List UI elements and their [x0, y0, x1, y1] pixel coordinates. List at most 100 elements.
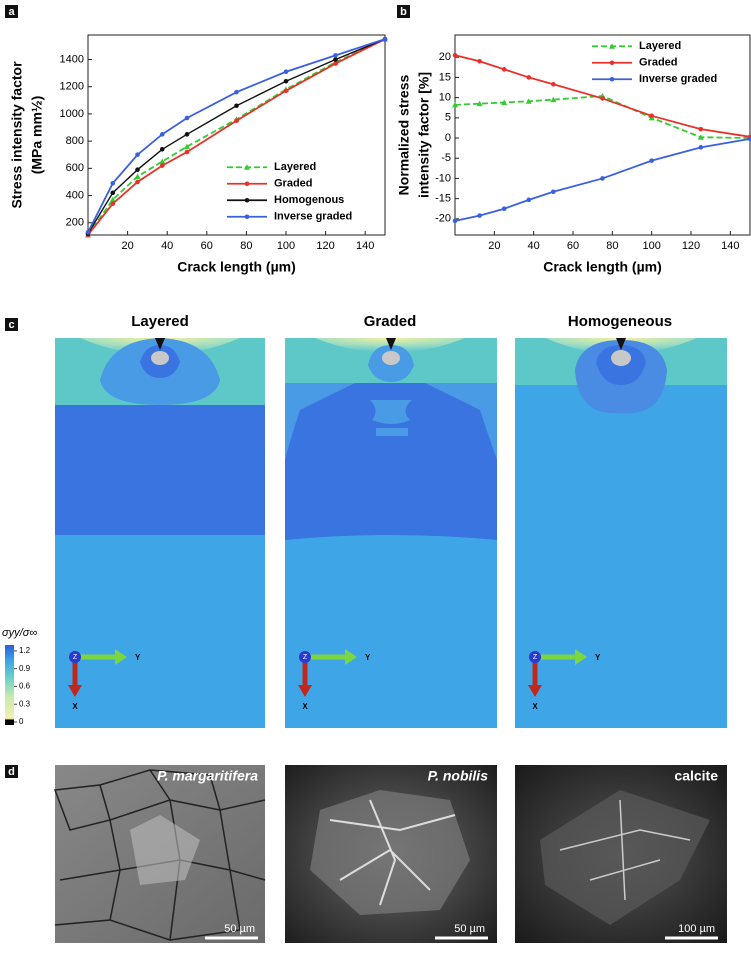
- axis-x-head: [298, 685, 312, 697]
- fem-layered: [55, 338, 265, 728]
- marker: [283, 78, 289, 84]
- y-tick-label: -15: [435, 193, 451, 205]
- y-tick-label: 20: [439, 51, 451, 63]
- marker: [747, 136, 751, 142]
- marker: [501, 67, 507, 72]
- x-tick-label: 20: [488, 240, 500, 252]
- axis-z-label: Z: [303, 654, 308, 661]
- axis-x-label: X: [72, 702, 78, 711]
- y-tick-label: 600: [66, 162, 84, 174]
- panel-letter: c: [8, 319, 14, 331]
- x-tick-label: 40: [161, 240, 173, 252]
- y-tick-label: -10: [435, 172, 451, 184]
- axis-z-label: Z: [533, 654, 538, 661]
- colorbar-tick-label: 0.3: [19, 699, 31, 708]
- legend-label: Homogenous: [274, 194, 344, 206]
- marker: [234, 118, 239, 124]
- marker: [234, 89, 239, 95]
- marker: [333, 53, 338, 58]
- image-title: calcite: [674, 768, 718, 784]
- marker: [159, 163, 165, 168]
- legend-marker: [244, 214, 250, 220]
- image-title: P. margaritifera: [157, 768, 258, 784]
- series-line: [454, 95, 751, 139]
- marker: [110, 180, 116, 186]
- plot-frame: [454, 34, 751, 236]
- marker: [135, 152, 140, 158]
- marker: [551, 189, 556, 195]
- x-tick-label: 80: [240, 240, 252, 252]
- fem-homogeneous: [515, 338, 727, 728]
- y-tick-label: 15: [439, 71, 451, 83]
- marker: [184, 115, 190, 121]
- marker: [698, 145, 704, 150]
- legend-label: Layered: [274, 161, 316, 173]
- marker: [382, 36, 388, 42]
- scale-bar-label: 100 µm: [678, 923, 715, 935]
- legend-marker: [609, 60, 615, 66]
- marker: [697, 134, 704, 140]
- colorbar: [5, 645, 14, 725]
- colorbar-tick-label: 0: [19, 717, 24, 726]
- marker: [283, 88, 289, 94]
- panel-title: Layered: [131, 313, 189, 330]
- y-axis-label: intensity factor [%]: [416, 72, 432, 198]
- y-axis-unit: (MPa mm½): [29, 96, 45, 175]
- marker: [452, 218, 458, 224]
- legend-label: Inverse graded: [274, 211, 352, 223]
- plot-frame: [87, 34, 386, 236]
- panel-letter-box: [5, 318, 18, 331]
- legend-marker: [244, 181, 250, 187]
- axis-x-label: X: [302, 702, 308, 711]
- y-axis-label: Stress intensity factor: [9, 61, 25, 209]
- marker: [159, 132, 165, 137]
- marker: [333, 61, 338, 66]
- colorbar-tick-label: 0.6: [19, 682, 31, 691]
- marker: [525, 98, 532, 104]
- marker: [551, 81, 556, 87]
- x-tick-label: 140: [721, 240, 739, 252]
- marker: [452, 101, 458, 108]
- marker: [452, 52, 458, 58]
- x-tick-label: 20: [121, 240, 133, 252]
- axis-z-label: Z: [73, 654, 78, 661]
- marker: [110, 190, 116, 196]
- sem-calcite: [515, 765, 727, 943]
- y-tick-label: 1400: [60, 53, 84, 65]
- scale-bar-label: 50 µm: [224, 923, 255, 935]
- panel-letter: b: [400, 6, 407, 18]
- x-tick-label: 60: [567, 240, 579, 252]
- x-tick-label: 40: [528, 240, 540, 252]
- x-tick-label: 100: [277, 240, 295, 252]
- colorbar-title: σyy/σ∞: [2, 627, 37, 639]
- marker: [698, 126, 704, 132]
- axis-z: [529, 651, 541, 663]
- series-line: [87, 38, 386, 236]
- x-tick-label: 60: [201, 240, 213, 252]
- axis-y-label: Y: [135, 653, 141, 662]
- scale-bar-label: 50 µm: [454, 923, 485, 935]
- marker: [234, 103, 239, 109]
- marker: [550, 96, 557, 103]
- y-tick-label: 200: [66, 217, 84, 229]
- legend-marker: [244, 197, 250, 203]
- marker: [476, 100, 483, 107]
- marker: [600, 176, 605, 181]
- axis-z: [69, 651, 81, 663]
- legend-label: Layered: [639, 40, 681, 52]
- marker: [283, 69, 289, 75]
- marker: [159, 146, 165, 152]
- image-title: P. nobilis: [428, 768, 489, 784]
- marker: [110, 201, 116, 207]
- panel-letter-box: [5, 5, 18, 18]
- axis-y-label: Y: [595, 653, 601, 662]
- y-tick-label: 1000: [60, 108, 84, 120]
- marker: [649, 113, 654, 119]
- axis-x-label: X: [532, 702, 538, 711]
- colorbar-tick-label: 1.2: [19, 646, 31, 655]
- x-tick-label: 120: [682, 240, 700, 252]
- marker: [649, 158, 654, 163]
- colorbar-tick-label: 0.9: [19, 664, 31, 673]
- y-tick-label: -20: [435, 213, 451, 225]
- y-axis-label: Normalized stress: [396, 74, 412, 195]
